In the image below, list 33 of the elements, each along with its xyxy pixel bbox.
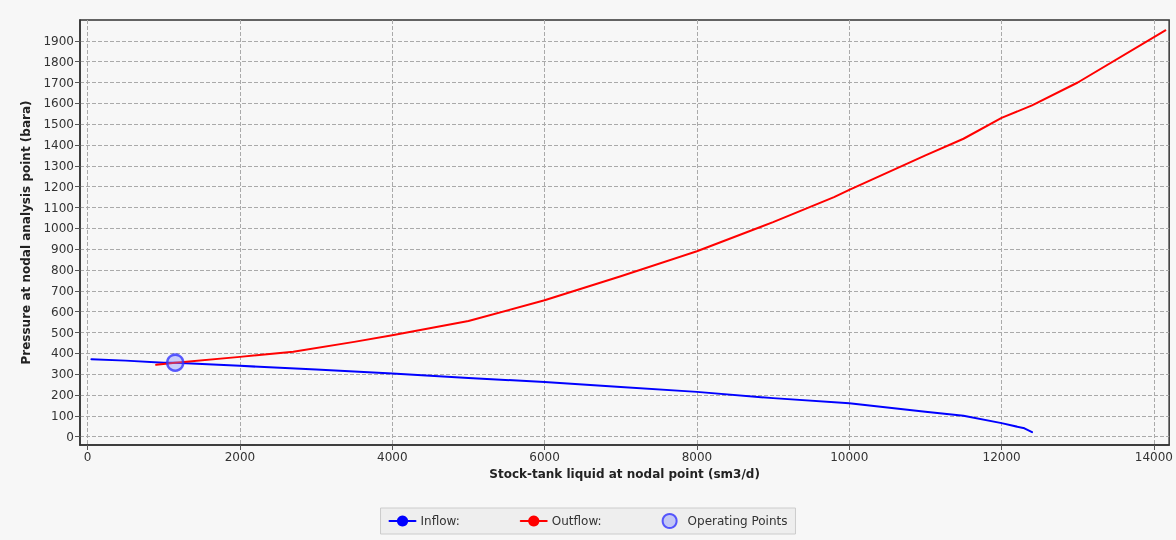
x-tick-label: 14000	[1134, 450, 1174, 464]
legend-label: Inflow:	[420, 514, 460, 528]
x-tick-label: 0	[83, 450, 92, 464]
y-tick-label: 1600	[43, 96, 74, 111]
y-tick-label: 1400	[43, 138, 74, 152]
y-tick-label: 200	[51, 388, 74, 402]
x-axis-title: Stock-tank liquid at nodal point (sm3/d)	[489, 466, 760, 481]
y-tick-label: 1900	[43, 33, 74, 48]
y-tick-label: 500	[51, 325, 74, 340]
y-tick-label: 1000	[43, 221, 74, 236]
y-tick-label: 1800	[43, 54, 74, 69]
y-tick-label: 600	[51, 304, 74, 319]
x-tick-label: 4000	[377, 450, 408, 464]
y-tick-label: 0	[66, 429, 74, 444]
y-tick-label: 700	[51, 283, 74, 298]
y-tick-label: 900	[51, 242, 74, 257]
x-tick-label: 10000	[830, 450, 869, 464]
y-tick-label: 1100	[43, 200, 74, 215]
y-tick-label: 300	[51, 367, 74, 382]
y-tick-label: 1200	[43, 179, 74, 194]
x-tick-label: 6000	[529, 450, 560, 464]
legend-label: Operating Points	[687, 514, 788, 528]
y-tick-label: 1300	[43, 158, 74, 173]
y-tick-label: 1500	[43, 117, 74, 132]
legend-label: Outflow:	[551, 514, 602, 528]
x-tick-label: 12000	[982, 450, 1021, 464]
y-tick-label: 100	[51, 408, 74, 423]
x-tick-label: 8000	[681, 450, 713, 464]
y-tick-label: 800	[51, 263, 74, 277]
x-tick-label: 2000	[224, 450, 256, 464]
y-tick-label: 400	[51, 346, 74, 361]
y-tick-label: 1700	[43, 75, 74, 90]
y-axis-title: Pressure at nodal analysis point (bara)	[19, 100, 33, 365]
